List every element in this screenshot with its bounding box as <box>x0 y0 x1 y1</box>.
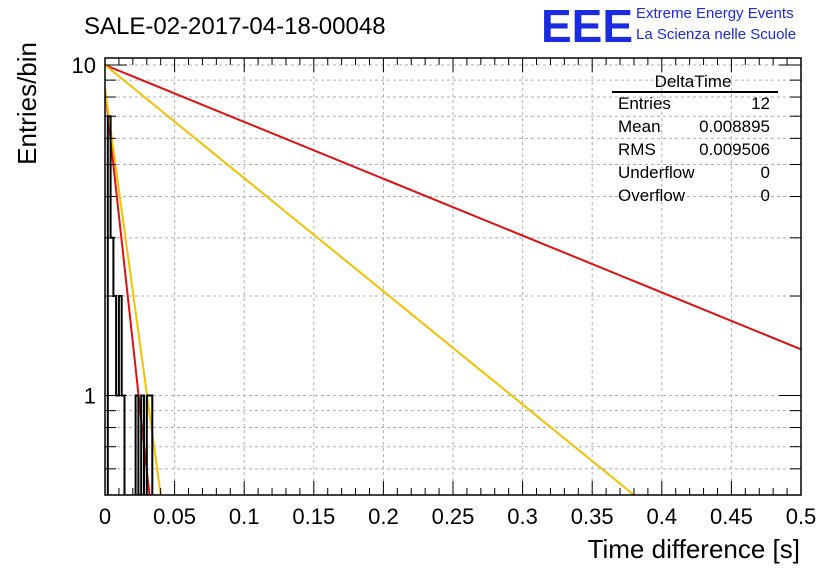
fit-line <box>105 64 635 495</box>
stats-value: 0.008895 <box>699 117 770 136</box>
stats-label: Entries <box>618 94 671 113</box>
eee-logo: EEE <box>541 0 633 52</box>
x-tick-label: 0.05 <box>153 504 196 529</box>
x-axis-title: Time difference [s] <box>588 534 800 564</box>
x-tick-label: 0.1 <box>229 504 260 529</box>
ticks: 0 0.05 0.1 0.15 0.2 0.25 0.3 0.35 0.4 0.45 0.5 1 10 <box>72 53 817 529</box>
stats-value: 0 <box>761 186 770 205</box>
x-tick-label: 0.4 <box>647 504 678 529</box>
stats-box: DeltaTime Entries 12 Mean 0.008895 RMS 0.0095… <box>612 72 778 205</box>
x-tick-label: 0.25 <box>432 504 475 529</box>
x-tick-label: 0.5 <box>786 504 817 529</box>
x-tick-label: 0.15 <box>292 504 335 529</box>
plot-series <box>105 64 801 495</box>
logo-line-1: Extreme Energy Events <box>636 5 794 22</box>
stats-value: 0 <box>761 163 770 182</box>
x-tick-label: 0.35 <box>571 504 614 529</box>
x-tick-label: 0.3 <box>507 504 538 529</box>
stats-label: RMS <box>618 140 656 159</box>
run-title: SALE-02-2017-04-18-00048 <box>84 13 386 40</box>
stats-label: Underflow <box>618 163 695 182</box>
stats-label: Overflow <box>618 186 686 205</box>
stats-title: DeltaTime <box>655 72 732 91</box>
stats-label: Mean <box>618 117 661 136</box>
grid <box>105 58 801 495</box>
fit-line <box>105 88 151 495</box>
x-tick-label: 0.2 <box>368 504 399 529</box>
x-tick-label: 0 <box>99 504 111 529</box>
y-axis-title: Entries/bin <box>12 42 42 165</box>
histogram-outline <box>106 115 154 495</box>
stats-value: 0.009506 <box>699 140 770 159</box>
x-tick-label: 0.45 <box>710 504 753 529</box>
y-tick-label: 10 <box>72 53 96 78</box>
y-tick-label: 1 <box>84 384 96 409</box>
fit-line <box>105 64 801 351</box>
stats-value: 12 <box>751 94 770 113</box>
logo-line-2: La Scienza nelle Scuole <box>636 26 796 43</box>
